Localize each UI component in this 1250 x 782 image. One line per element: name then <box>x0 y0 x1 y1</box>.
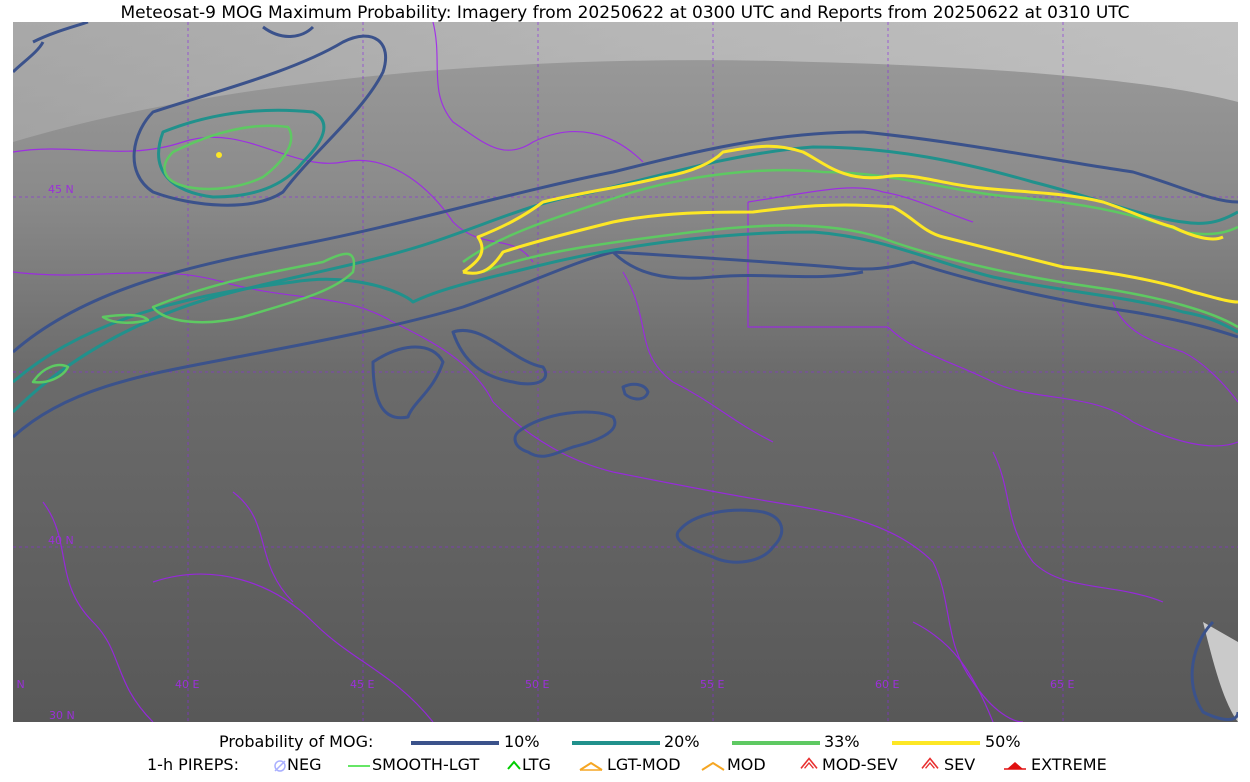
lon-label-40: 40 E <box>175 678 199 691</box>
legend-20pct-label: 20% <box>664 732 700 751</box>
pirep-ltg-label: LTG <box>522 755 551 774</box>
lgt-mod-icon <box>579 761 603 771</box>
country-borders <box>13 22 1238 722</box>
pireps-legend: 1-h PIREPS: NEG SMOOTH-LGT LTG LGT-MOD M… <box>0 755 1250 777</box>
probability-legend-label: Probability of MOG: <box>219 732 374 751</box>
probability-legend: Probability of MOG: 10% 20% 33% 50% <box>0 732 1250 754</box>
legend-33pct-label: 33% <box>824 732 860 751</box>
pirep-smooth-lgt-label: SMOOTH-LGT <box>372 755 480 774</box>
neg-icon <box>274 760 286 772</box>
contour-10pct <box>13 22 1238 721</box>
lon-label-50: 50 E <box>525 678 549 691</box>
swatch-50pct <box>892 741 980 745</box>
pireps-legend-label: 1-h PIREPS: <box>147 755 239 774</box>
pirep-mod-sev-label: MOD-SEV <box>822 755 898 774</box>
lon-label-60: 60 E <box>875 678 899 691</box>
legend-10pct-label: 10% <box>504 732 540 751</box>
lat-label-40: 40 N <box>48 534 74 547</box>
pirep-neg-label: NEG <box>287 755 322 774</box>
lat-label-45: 45 N <box>48 183 74 196</box>
pirep-sev-label: SEV <box>944 755 976 774</box>
satellite-map[interactable]: 45 N 40 N 35 N 30 N 40 E 45 E 50 E 55 E … <box>13 22 1238 722</box>
contour-50pct <box>216 144 1238 304</box>
swatch-33pct <box>732 741 820 745</box>
legend-50pct-label: 50% <box>985 732 1021 751</box>
lat-label-30: 30 N <box>49 709 75 722</box>
pirep-lgt-mod-label: LGT-MOD <box>607 755 681 774</box>
lon-label-65: 65 E <box>1050 678 1074 691</box>
sev-icon <box>921 757 939 769</box>
lat-label-35: 35 N <box>13 678 25 691</box>
lon-label-45: 45 E <box>350 678 374 691</box>
mod-sev-icon <box>800 757 818 769</box>
pirep-mod-label: MOD <box>727 755 766 774</box>
map-svg: 45 N 40 N 35 N 30 N 40 E 45 E 50 E 55 E … <box>13 22 1238 722</box>
swatch-20pct <box>572 741 660 745</box>
extreme-icon <box>1004 762 1026 770</box>
lon-label-55: 55 E <box>700 678 724 691</box>
chart-title: Meteosat-9 MOG Maximum Probability: Imag… <box>120 3 1130 23</box>
ltg-icon <box>507 760 521 770</box>
cloud-layer <box>13 22 1238 142</box>
mod-icon <box>701 761 725 771</box>
cloud-patch <box>1203 622 1238 722</box>
swatch-10pct <box>411 741 499 745</box>
smooth-lgt-icon <box>348 765 370 767</box>
pirep-extreme-label: EXTREME <box>1031 755 1107 774</box>
